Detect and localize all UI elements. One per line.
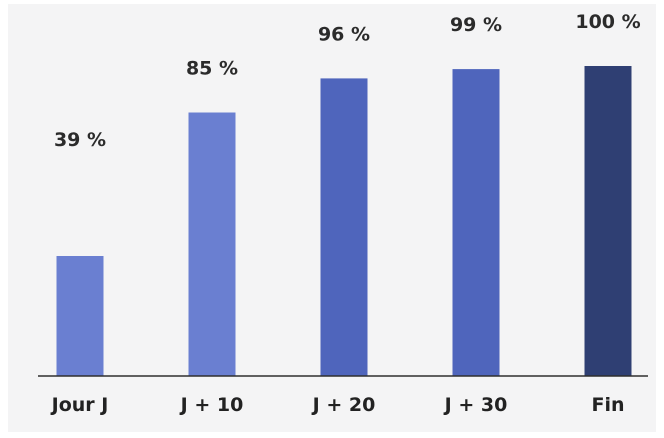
- category-label: J + 10: [179, 394, 244, 416]
- value-labels-layer: 39 % 85 % 96 % 99 % 100 %: [54, 11, 641, 151]
- value-label: 96 %: [318, 23, 370, 45]
- bar-j-10: [188, 112, 236, 376]
- bar-j-30: [452, 69, 500, 376]
- bar-jour-j: [56, 256, 104, 376]
- value-label: 39 %: [54, 129, 106, 151]
- value-label: 99 %: [450, 14, 502, 36]
- value-label: 85 %: [186, 58, 238, 80]
- bars-layer: [56, 66, 632, 377]
- category-label: J + 30: [443, 394, 508, 416]
- category-label: J + 20: [311, 394, 376, 416]
- bar-fin: [584, 66, 632, 376]
- bar-j-20: [320, 78, 368, 377]
- category-label: Jour J: [50, 394, 109, 416]
- value-label: 100 %: [575, 11, 640, 33]
- category-label: Fin: [591, 394, 624, 416]
- category-labels-layer: Jour J J + 10 J + 20 J + 30 Fin: [50, 394, 625, 416]
